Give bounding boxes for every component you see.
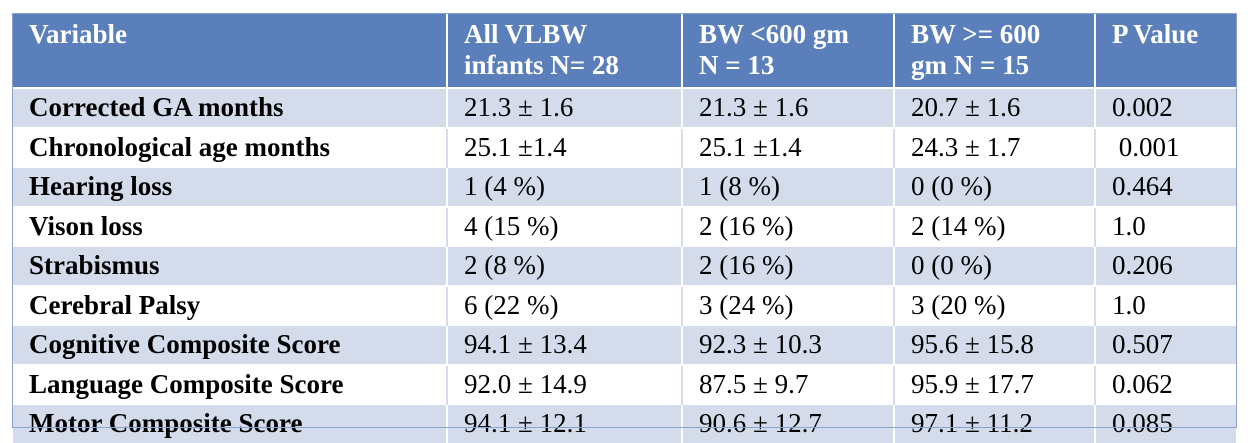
table-body: Corrected GA months 21.3 ± 1.6 21.3 ± 1.…: [13, 87, 1236, 443]
cell-p-value: 0.206: [1095, 245, 1236, 286]
cell-variable: Hearing loss: [13, 166, 448, 207]
cell-p-value: 0.085: [1095, 403, 1236, 443]
cell-bw-lt-600: 21.3 ± 1.6: [682, 87, 895, 128]
cell-bw-lt-600: 2 (16 %): [682, 205, 895, 246]
cell-all-vlbw: 4 (15 %): [447, 205, 683, 246]
header-variable-line1: Variable: [29, 19, 128, 49]
cell-bw-ge-600: 24.3 ± 1.7: [894, 126, 1096, 167]
table-row: Language Composite Score 92.0 ± 14.9 87.…: [13, 363, 1236, 404]
cell-all-vlbw: 92.0 ± 14.9: [447, 363, 683, 404]
cell-bw-ge-600: 2 (14 %): [894, 205, 1096, 246]
cell-bw-lt-600: 1 (8 %): [682, 166, 895, 207]
cell-all-vlbw: 6 (22 %): [447, 284, 683, 325]
table-row: Hearing loss 1 (4 %) 1 (8 %) 0 (0 %) 0.4…: [13, 166, 1236, 207]
table-row: Chronological age months 25.1 ±1.4 25.1 …: [13, 126, 1236, 167]
cell-p-value: 0.507: [1095, 324, 1236, 365]
header-bw-lt-600-line1: BW <600 gm: [699, 19, 849, 49]
table-row: Cognitive Composite Score 94.1 ± 13.4 92…: [13, 324, 1236, 365]
cell-all-vlbw: 1 (4 %): [447, 166, 683, 207]
header-bw-lt-600: BW <600 gm N = 13: [682, 14, 895, 88]
header-all-vlbw: All VLBW infants N= 28: [447, 14, 683, 88]
cell-variable: Motor Composite Score: [13, 403, 448, 443]
cell-bw-ge-600: 3 (20 %): [894, 284, 1096, 325]
cell-bw-lt-600: 25.1 ±1.4: [682, 126, 895, 167]
cell-variable: Chronological age months: [13, 126, 448, 167]
cell-all-vlbw: 94.1 ± 13.4: [447, 324, 683, 365]
header-bw-lt-600-line2: N = 13: [699, 50, 775, 80]
results-table-container: Variable All VLBW infants N= 28 BW <600 …: [13, 14, 1236, 443]
cell-all-vlbw: 25.1 ±1.4: [447, 126, 683, 167]
cell-bw-lt-600: 3 (24 %): [682, 284, 895, 325]
cell-variable: Strabismus: [13, 245, 448, 286]
cell-variable: Language Composite Score: [13, 363, 448, 404]
header-bw-ge-600-line1: BW >= 600: [911, 19, 1041, 49]
cell-all-vlbw: 21.3 ± 1.6: [447, 87, 683, 128]
cell-bw-ge-600: 20.7 ± 1.6: [894, 87, 1096, 128]
results-table: Variable All VLBW infants N= 28 BW <600 …: [13, 14, 1236, 443]
cell-p-value: 0.001: [1095, 126, 1236, 167]
cell-variable: Corrected GA months: [13, 87, 448, 128]
header-all-vlbw-line2: infants N= 28: [464, 50, 619, 80]
cell-variable: Vison loss: [13, 205, 448, 246]
header-bw-ge-600-line2: gm N = 15: [911, 50, 1030, 80]
cell-variable: Cerebral Palsy: [13, 284, 448, 325]
header-p-value-line1: P Value: [1112, 19, 1199, 49]
header-all-vlbw-line1: All VLBW: [464, 19, 588, 49]
table-row: Strabismus 2 (8 %) 2 (16 %) 0 (0 %) 0.20…: [13, 245, 1236, 286]
cell-bw-ge-600: 0 (0 %): [894, 166, 1096, 207]
table-row: Vison loss 4 (15 %) 2 (16 %) 2 (14 %) 1.…: [13, 205, 1236, 246]
cell-all-vlbw: 2 (8 %): [447, 245, 683, 286]
header-row: Variable All VLBW infants N= 28 BW <600 …: [13, 14, 1236, 88]
cell-bw-lt-600: 90.6 ± 12.7: [682, 403, 895, 443]
cell-p-value: 1.0: [1095, 284, 1236, 325]
cell-p-value: 0.062: [1095, 363, 1236, 404]
cell-p-value: 0.464: [1095, 166, 1236, 207]
cell-bw-lt-600: 87.5 ± 9.7: [682, 363, 895, 404]
header-p-value: P Value: [1095, 14, 1236, 88]
cell-bw-ge-600: 0 (0 %): [894, 245, 1096, 286]
cell-variable: Cognitive Composite Score: [13, 324, 448, 365]
cell-bw-lt-600: 92.3 ± 10.3: [682, 324, 895, 365]
table-header: Variable All VLBW infants N= 28 BW <600 …: [13, 14, 1236, 88]
cell-bw-ge-600: 97.1 ± 11.2: [894, 403, 1096, 443]
table-row: Motor Composite Score 94.1 ± 12.1 90.6 ±…: [13, 403, 1236, 443]
cell-bw-lt-600: 2 (16 %): [682, 245, 895, 286]
header-bw-ge-600: BW >= 600 gm N = 15: [894, 14, 1096, 88]
cell-all-vlbw: 94.1 ± 12.1: [447, 403, 683, 443]
header-variable: Variable: [13, 14, 448, 88]
table-row: Corrected GA months 21.3 ± 1.6 21.3 ± 1.…: [13, 87, 1236, 128]
cell-bw-ge-600: 95.9 ± 17.7: [894, 363, 1096, 404]
cell-bw-ge-600: 95.6 ± 15.8: [894, 324, 1096, 365]
table-row: Cerebral Palsy 6 (22 %) 3 (24 %) 3 (20 %…: [13, 284, 1236, 325]
cell-p-value: 0.002: [1095, 87, 1236, 128]
cell-p-value: 1.0: [1095, 205, 1236, 246]
